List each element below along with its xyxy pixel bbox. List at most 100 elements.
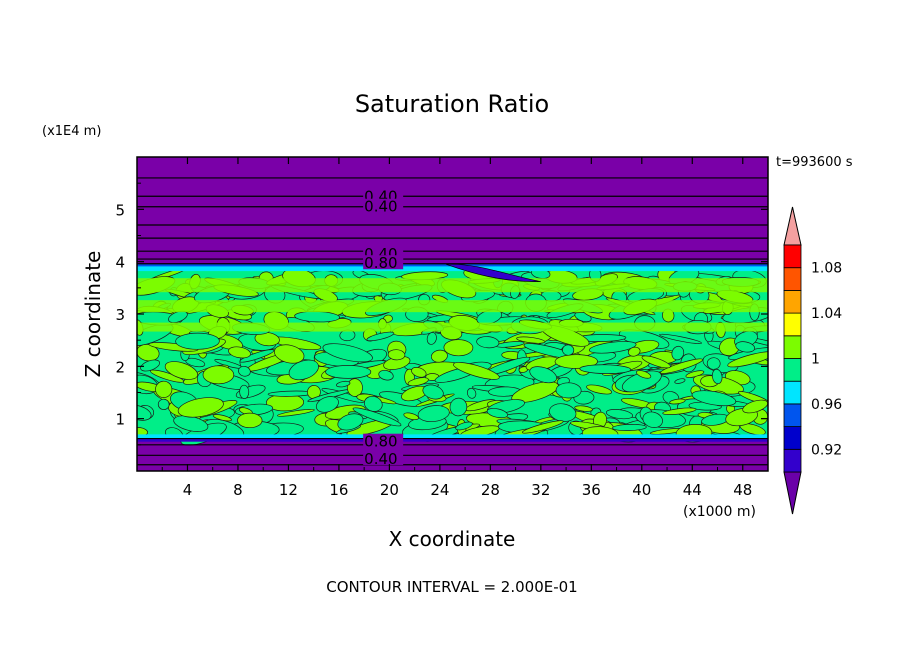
contour-cell xyxy=(662,407,697,416)
cloud-base-cyan xyxy=(137,434,768,439)
lime-band-1 xyxy=(137,300,768,313)
contour-cell xyxy=(175,332,220,350)
contour-cell xyxy=(150,369,184,383)
colorbar-over-triangle xyxy=(783,206,802,246)
y-axis-label: Z coordinate xyxy=(81,251,105,378)
contour-cell xyxy=(562,344,575,356)
colorbar-label: 1.08 xyxy=(811,261,842,277)
contour-cell xyxy=(486,408,509,419)
contour-cell xyxy=(671,345,685,361)
colorbar-segment xyxy=(783,289,802,314)
contour-cell xyxy=(516,336,546,344)
contour-cell xyxy=(660,358,704,374)
plot-area xyxy=(137,157,768,471)
contour-label: 0.40 xyxy=(364,198,397,216)
y-axis: 1 2 3 4 5 xyxy=(115,182,768,446)
chart-title: Saturation Ratio xyxy=(355,90,549,118)
contour-cell xyxy=(274,344,305,364)
contour-cell xyxy=(727,351,768,368)
colorbar-label: 0.92 xyxy=(811,442,842,458)
cloud-top-cyan xyxy=(137,265,768,272)
contour-cell xyxy=(164,361,199,380)
contour-cell xyxy=(403,412,419,421)
contour-cell xyxy=(455,421,473,431)
contour-cell xyxy=(586,384,613,395)
contour-cell xyxy=(137,404,152,421)
cloud-texture xyxy=(137,266,768,446)
contour-cell xyxy=(706,357,721,370)
contour-cell xyxy=(168,310,188,323)
contour-cell xyxy=(554,354,598,369)
x-axis-label: X coordinate xyxy=(389,527,516,551)
contour-cell xyxy=(366,331,395,342)
cloud-base-blue xyxy=(137,438,768,442)
contour-cell xyxy=(430,349,448,363)
contour-label: 0.80 xyxy=(364,254,397,272)
contour-cell xyxy=(636,370,652,379)
x-tick-label: 36 xyxy=(582,481,601,499)
x-tick-label: 32 xyxy=(531,481,550,499)
y-tick-label: 5 xyxy=(115,201,125,219)
colorbar: 1.08 1.04 1 0.96 0.92 xyxy=(783,206,842,515)
x-units-label: (x1000 m) xyxy=(683,504,756,520)
contour-cell xyxy=(325,365,372,379)
contour-cell xyxy=(674,378,686,384)
x-tick-label: 24 xyxy=(430,481,449,499)
contour-cell xyxy=(579,364,632,374)
contour-cell xyxy=(239,349,275,363)
contour-cell xyxy=(711,368,723,385)
contour-cell xyxy=(466,387,477,399)
contour-label-bg xyxy=(363,433,404,448)
contour-cell xyxy=(422,384,444,400)
contour-cell xyxy=(453,362,500,380)
contour-cell xyxy=(641,355,671,369)
contour-cell xyxy=(659,333,702,344)
contour-cell xyxy=(417,405,450,422)
x-tick-label: 8 xyxy=(233,481,243,499)
colorbar-segment xyxy=(783,403,802,427)
y-tick-label: 4 xyxy=(115,254,125,272)
contour-cell xyxy=(627,346,641,357)
x-tick-label: 44 xyxy=(683,481,702,499)
contour-cell xyxy=(669,398,686,405)
contour-cell xyxy=(511,381,559,403)
lime-band-2 xyxy=(137,322,768,332)
y-units-label: (x1E4 m) xyxy=(42,124,101,139)
lime-band-0 xyxy=(137,278,768,293)
contour-label-bg xyxy=(363,255,404,270)
colorbar-label: 1.04 xyxy=(811,306,842,322)
contour-cell xyxy=(411,367,427,378)
region-upper-dry-layer xyxy=(137,157,768,265)
colorbar-segment xyxy=(783,244,802,269)
contour-cell xyxy=(691,390,737,407)
contour-cell xyxy=(642,411,663,428)
contour-cell xyxy=(521,420,564,434)
colorbar-segment xyxy=(783,335,802,359)
contour-cell xyxy=(449,397,468,417)
x-tick-label: 48 xyxy=(733,481,752,499)
contour-cell xyxy=(336,380,351,388)
colorbar-segment xyxy=(783,448,802,473)
x-tick-label: 20 xyxy=(380,481,399,499)
contour-cell xyxy=(426,332,437,345)
colorbar-segment xyxy=(783,312,802,337)
contour-cell xyxy=(212,414,233,422)
contour-cell xyxy=(352,407,402,427)
dry-intrusion-plume xyxy=(446,263,541,282)
contour-cell xyxy=(157,398,170,410)
y-tick-label: 3 xyxy=(115,306,125,324)
contour-cell xyxy=(407,377,429,387)
contour-cell xyxy=(322,343,373,363)
contour-cell xyxy=(228,346,251,359)
contour-cell xyxy=(177,397,224,418)
y-tick-label: 1 xyxy=(115,411,125,429)
contour-cell xyxy=(529,366,557,384)
contour-label: 0.40 xyxy=(364,450,397,468)
contour-cell xyxy=(443,339,474,357)
colorbar-segment xyxy=(783,267,802,291)
colorbar-segment xyxy=(783,426,802,450)
contour-cell xyxy=(202,365,235,385)
contour-cell xyxy=(238,365,251,377)
contour-cell xyxy=(555,382,582,399)
